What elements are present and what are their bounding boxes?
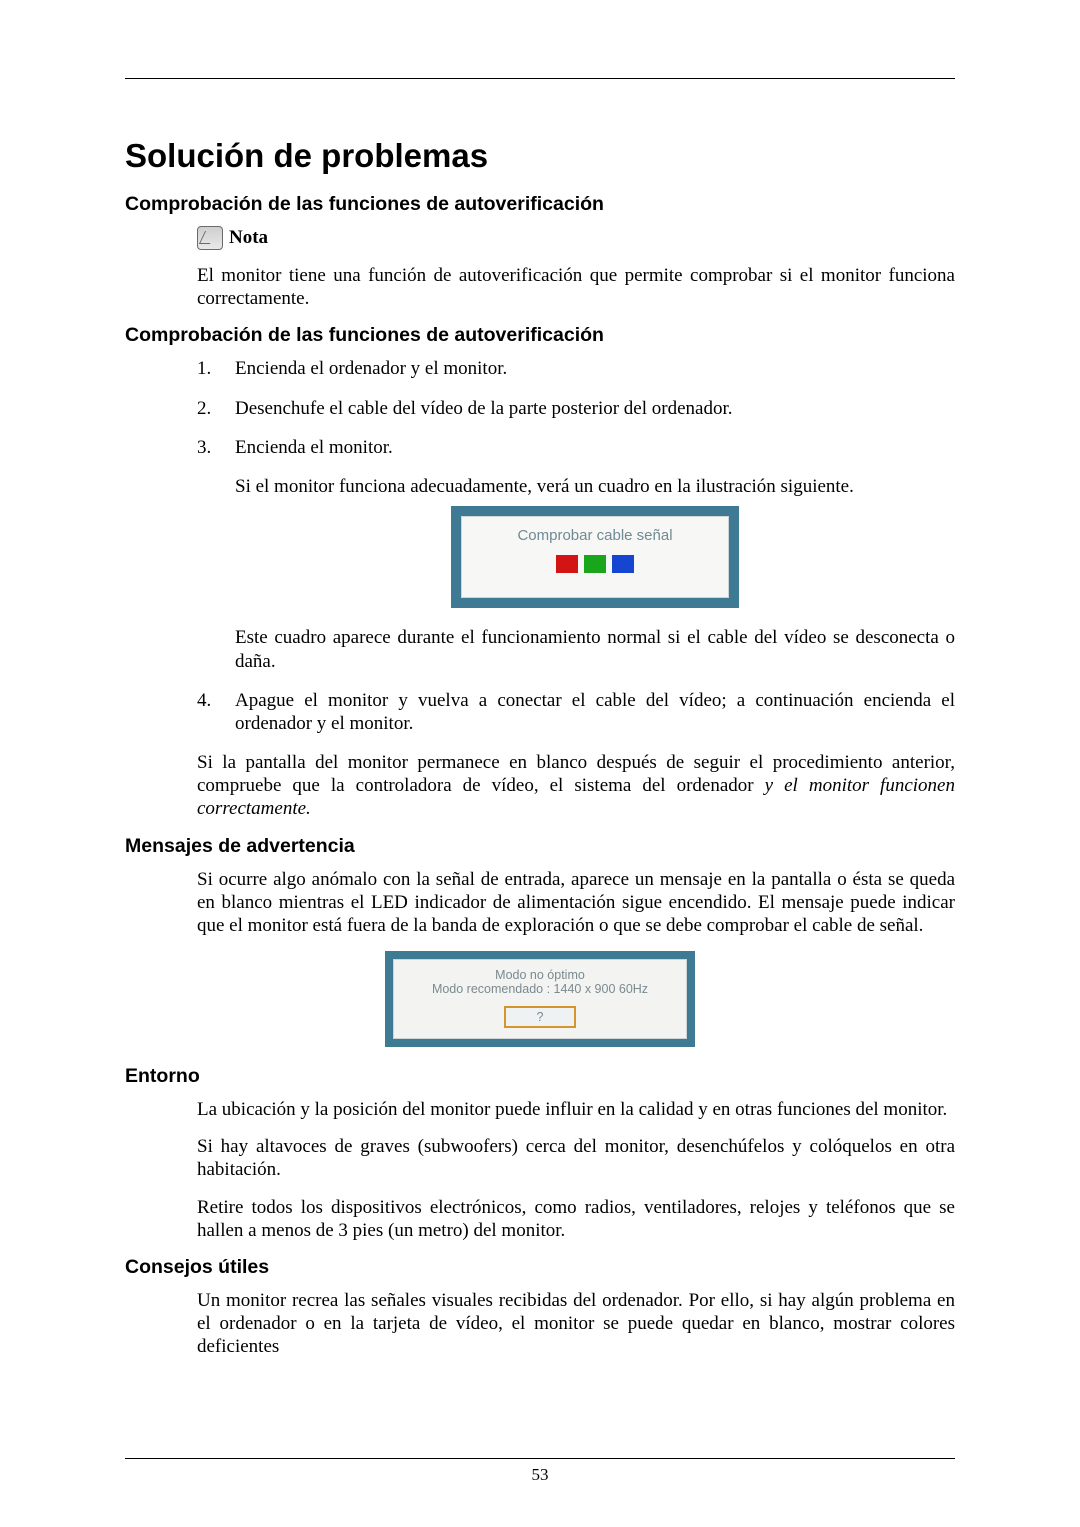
fig2-panel: Modo no óptimo Modo recomendado : 1440 x… [393,959,687,1039]
step-4: 4. Apague el monitor y vuelva a conectar… [197,689,955,735]
bottom-rule [125,1458,955,1459]
green-square [584,555,606,573]
step-sub2: Este cuadro aparece durante el funcionam… [235,626,955,672]
step-body: Encienda el ordenador y el monitor. [235,357,955,380]
step-3: 3. Encienda el monitor. Si el monitor fu… [197,436,955,673]
fig2-frame: Modo no óptimo Modo recomendado : 1440 x… [385,951,695,1047]
warn-paragraph: Si ocurre algo anómalo con la señal de e… [197,868,955,938]
entorno-p3: Retire todos los dispositivos electrónic… [197,1196,955,1242]
step-body: Desenchufe el cable del vídeo de la part… [235,397,955,420]
fig1-frame: Comprobar cable señal [451,506,739,608]
step-num: 1. [197,357,235,380]
red-square [556,555,578,573]
step-2: 2. Desenchufe el cable del vídeo de la p… [197,397,955,420]
note-icon [197,226,223,250]
consejos-p1: Un monitor recrea las señales visuales r… [197,1289,955,1359]
page-content: Solución de problemas Comprobación de la… [0,0,1080,1358]
section-heading-check2: Comprobación de las funciones de autover… [125,324,955,347]
page-title: Solución de problemas [125,137,955,175]
steps-list: 1. Encienda el ordenador y el monitor. 2… [197,357,955,735]
page-number: 53 [0,1465,1080,1485]
top-rule [125,78,955,79]
step-body: Encienda el monitor. Si el monitor funci… [235,436,955,673]
step-sub1: Si el monitor funciona adecuadamente, ve… [235,475,955,498]
note-label: Nota [229,227,268,249]
rgb-squares [462,555,728,573]
step-num: 2. [197,397,235,420]
step-1: 1. Encienda el ordenador y el monitor. [197,357,955,380]
fig2-line1: Modo no óptimo [402,968,678,982]
step-text: Encienda el monitor. [235,437,393,458]
entorno-p2: Si hay altavoces de graves (subwoofers) … [197,1135,955,1181]
figure-1: Comprobar cable señal [235,506,955,608]
section-heading-warn: Mensajes de advertencia [125,835,955,858]
step-body: Apague el monitor y vuelva a conectar el… [235,689,955,735]
closing-paragraph: Si la pantalla del monitor permanece en … [197,751,955,821]
section-heading-entorno: Entorno [125,1065,955,1088]
fig2-line2: Modo recomendado : 1440 x 900 60Hz [402,982,678,996]
note-paragraph: El monitor tiene una función de autoveri… [197,264,955,310]
figure-2: Modo no óptimo Modo recomendado : 1440 x… [125,951,955,1047]
fig1-panel: Comprobar cable señal [461,516,729,598]
fig2-button: ? [504,1006,576,1028]
section-heading-consejos: Consejos útiles [125,1256,955,1279]
blue-square [612,555,634,573]
fig1-text: Comprobar cable señal [462,527,728,545]
entorno-p1: La ubicación y la posición del monitor p… [197,1098,955,1121]
step-num: 4. [197,689,235,735]
step-num: 3. [197,436,235,673]
section-heading-check1: Comprobación de las funciones de autover… [125,193,955,216]
note-row: Nota [197,226,955,250]
